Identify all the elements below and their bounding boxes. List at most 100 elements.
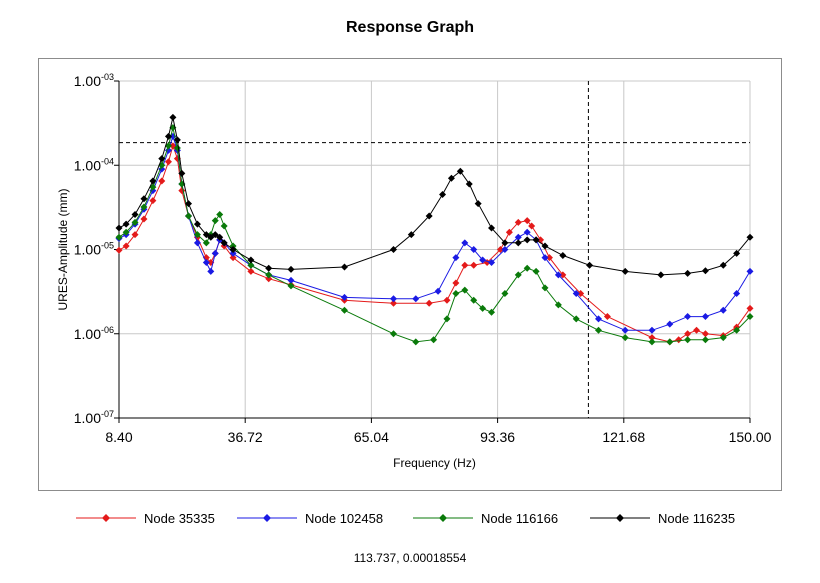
data-point-node-35335 bbox=[675, 336, 683, 344]
data-point-node-116235 bbox=[173, 136, 181, 144]
data-point-node-116166 bbox=[701, 336, 709, 344]
y-axis-label: URES-Amplitude (mm) bbox=[56, 188, 70, 310]
data-point-node-116235 bbox=[216, 233, 224, 241]
data-point-node-116235 bbox=[247, 256, 255, 264]
data-point-node-35335 bbox=[746, 304, 754, 312]
data-point-node-35335 bbox=[443, 296, 451, 304]
plot-panel[interactable]: 8.40 36.72 65.04 93.36 121.68 150.00 1.00-07 1.… bbox=[38, 58, 782, 491]
data-point-node-102458 bbox=[554, 271, 562, 279]
data-point-node-116166 bbox=[488, 308, 496, 316]
x-axis-label: Frequency (Hz) bbox=[393, 456, 476, 470]
data-point-node-35335 bbox=[603, 313, 611, 321]
data-point-node-102458 bbox=[488, 259, 496, 267]
legend-swatch-icon bbox=[237, 514, 297, 522]
data-point-node-116235 bbox=[488, 224, 496, 232]
data-point-node-116166 bbox=[684, 336, 692, 344]
data-point-node-116166 bbox=[140, 203, 148, 211]
data-point-node-102458 bbox=[514, 233, 522, 241]
data-point-node-35335 bbox=[523, 217, 531, 225]
data-point-node-116235 bbox=[541, 242, 549, 250]
data-point-node-116235 bbox=[719, 261, 727, 269]
data-point-node-35335 bbox=[390, 299, 398, 307]
data-point-node-35335 bbox=[247, 267, 255, 275]
data-point-node-102458 bbox=[470, 246, 478, 253]
x-tick-label: 65.04 bbox=[354, 429, 389, 445]
data-point-node-102458 bbox=[479, 256, 487, 264]
data-point-node-102458 bbox=[229, 249, 237, 257]
data-point-node-116166 bbox=[185, 212, 193, 220]
data-point-node-102458 bbox=[452, 254, 460, 262]
data-point-node-116235 bbox=[178, 169, 186, 177]
data-point-node-35335 bbox=[229, 254, 237, 262]
x-tick-label: 121.68 bbox=[602, 429, 645, 445]
plot-area[interactable]: 8.40 36.72 65.04 93.36 121.68 150.00 1.00-07 1.… bbox=[39, 59, 781, 490]
data-point-node-102458 bbox=[501, 246, 509, 253]
data-point-node-116166 bbox=[532, 267, 540, 275]
data-point-node-35335 bbox=[149, 197, 157, 205]
data-point-node-35335 bbox=[178, 187, 186, 195]
data-point-node-116166 bbox=[193, 231, 201, 239]
data-point-node-102458 bbox=[594, 315, 602, 323]
x-tick-label: 36.72 bbox=[228, 429, 263, 445]
data-point-node-116166 bbox=[216, 211, 224, 219]
x-tick-label: 150.00 bbox=[729, 429, 772, 445]
legend-swatch-icon bbox=[590, 514, 650, 522]
y-tick-label: 1.00-07 bbox=[74, 409, 114, 426]
data-point-node-102458 bbox=[648, 326, 656, 334]
data-point-node-116235 bbox=[164, 132, 172, 140]
legend-label: Node 116235 bbox=[658, 511, 736, 526]
data-point-node-116235 bbox=[229, 246, 237, 253]
data-point-node-35335 bbox=[140, 215, 148, 223]
data-point-node-116235 bbox=[407, 231, 415, 239]
data-point-node-116166 bbox=[443, 315, 451, 323]
data-point-node-116235 bbox=[122, 220, 130, 228]
cursor-readout: 113.737, 0.00018554 bbox=[353, 551, 467, 565]
data-point-node-35335 bbox=[693, 326, 701, 334]
data-point-node-116235 bbox=[158, 155, 166, 163]
data-point-node-116166 bbox=[430, 336, 438, 344]
data-point-node-35335 bbox=[470, 261, 478, 269]
legend: Node 35335 Node 102458 Node 116166 Node … bbox=[0, 509, 820, 529]
data-point-node-116235 bbox=[447, 174, 455, 182]
data-point-node-116166 bbox=[122, 228, 130, 236]
legend-label: Node 102458 bbox=[305, 511, 384, 526]
data-point-node-116166 bbox=[390, 330, 398, 338]
data-point-node-116235 bbox=[425, 212, 433, 220]
data-point-node-116166 bbox=[461, 286, 469, 294]
data-point-node-102458 bbox=[719, 306, 727, 314]
data-point-node-116166 bbox=[340, 306, 348, 314]
data-point-node-116166 bbox=[287, 282, 295, 290]
data-point-node-102458 bbox=[461, 239, 469, 247]
data-point-node-116166 bbox=[220, 222, 228, 230]
data-point-node-116235 bbox=[456, 167, 464, 175]
data-point-node-116235 bbox=[657, 271, 665, 279]
data-point-node-116166 bbox=[733, 326, 741, 334]
data-point-node-116235 bbox=[746, 233, 754, 241]
data-point-node-116235 bbox=[131, 211, 139, 219]
data-point-node-116166 bbox=[470, 296, 478, 304]
data-point-node-35335 bbox=[122, 242, 130, 250]
data-point-node-116166 bbox=[554, 301, 562, 309]
legend-label: Node 116166 bbox=[481, 511, 559, 526]
data-point-node-102458 bbox=[412, 295, 420, 303]
data-point-node-116166 bbox=[621, 334, 629, 342]
data-point-node-102458 bbox=[434, 287, 442, 295]
data-point-node-116235 bbox=[115, 224, 123, 232]
data-point-node-116235 bbox=[340, 263, 348, 271]
data-point-node-116166 bbox=[523, 264, 531, 272]
data-point-node-35335 bbox=[131, 231, 139, 239]
data-point-node-35335 bbox=[452, 279, 460, 287]
data-point-node-116166 bbox=[452, 290, 460, 298]
data-point-node-116166 bbox=[412, 338, 420, 346]
data-point-node-102458 bbox=[733, 290, 741, 298]
data-point-node-35335 bbox=[648, 334, 656, 342]
data-point-node-35335 bbox=[545, 254, 553, 262]
data-point-node-102458 bbox=[202, 259, 210, 267]
data-point-node-116235 bbox=[390, 246, 398, 253]
data-point-node-116235 bbox=[169, 113, 177, 121]
data-point-node-116235 bbox=[140, 195, 148, 203]
data-point-node-116166 bbox=[164, 142, 172, 150]
data-point-node-102458 bbox=[621, 326, 629, 334]
x-tick-label: 93.36 bbox=[480, 429, 515, 445]
data-point-node-116235 bbox=[523, 236, 531, 244]
